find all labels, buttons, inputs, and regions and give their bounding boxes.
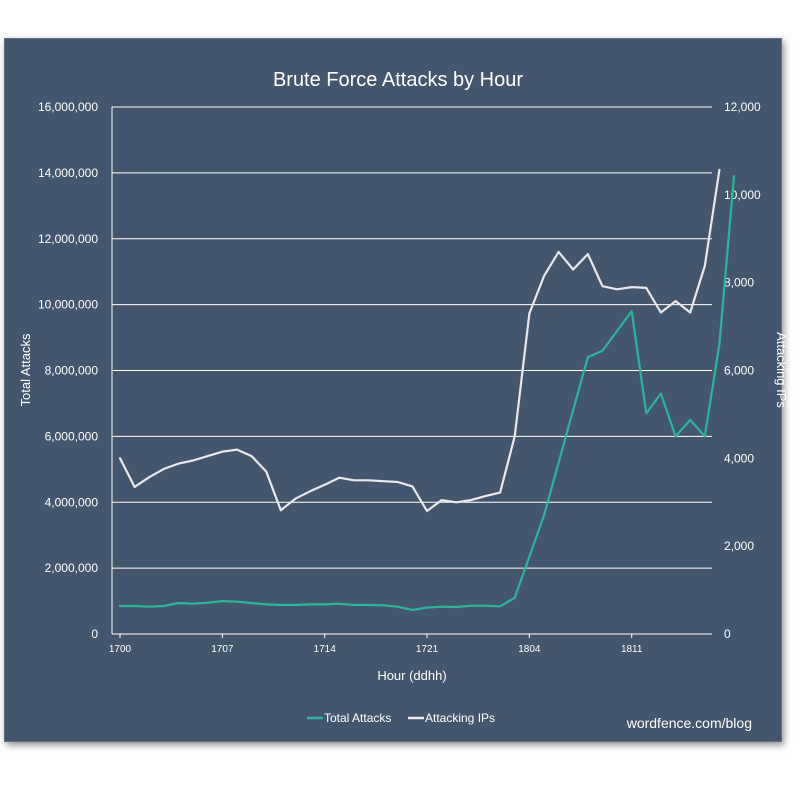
chart-panel [4, 38, 782, 742]
x-axis-ticks: 1700 1707 1714 1721 1804 1811 [109, 634, 643, 655]
right-tick-label: 8,000 [724, 276, 754, 290]
x-tick-label: 1804 [518, 644, 541, 655]
legend-label-attacking-ips: Attacking IPs [425, 711, 495, 725]
series-line-total-attacks [118, 175, 736, 612]
series-line-attacking-ips [118, 168, 721, 513]
left-tick-label: 14,000,000 [38, 166, 98, 180]
left-tick-label: 4,000,000 [45, 495, 99, 509]
left-tick-label: 6,000,000 [45, 429, 99, 443]
x-tick-label: 1811 [621, 644, 643, 655]
left-tick-label: 16,000,000 [38, 100, 98, 114]
x-tick-label: 1721 [416, 644, 439, 655]
right-tick-label: 6,000 [724, 364, 754, 378]
left-axis-label: Total Attacks [18, 333, 33, 406]
left-axis-ticks: 0 2,000,000 4,000,000 6,000,000 8,000,000 10,… [38, 100, 98, 641]
chart-title: Brute Force Attacks by Hour [273, 69, 523, 91]
left-tick-label: 8,000,000 [45, 364, 99, 378]
left-tick-label: 0 [91, 627, 98, 641]
legend-label-total-attacks: Total Attacks [324, 711, 391, 725]
right-tick-label: 12,000 [724, 100, 761, 114]
right-tick-label: 10,000 [724, 188, 761, 202]
legend: Total Attacks Attacking IPs [307, 711, 495, 725]
x-tick-label: 1707 [211, 644, 234, 655]
x-axis-label: Hour (ddhh) [377, 668, 446, 683]
right-tick-label: 4,000 [724, 451, 754, 465]
left-tick-label: 10,000,000 [38, 298, 98, 312]
series-lines [118, 168, 736, 612]
right-axis-label: Attacking IPs [774, 332, 789, 408]
gridlines [111, 106, 712, 635]
x-tick-label: 1714 [314, 644, 337, 655]
right-axis-ticks: 0 2,000 4,000 6,000 8,000 10,000 12,000 [724, 100, 761, 641]
source-note: wordfence.com/blog [626, 715, 752, 731]
left-tick-label: 2,000,000 [45, 561, 99, 575]
x-tick-label: 1700 [109, 644, 132, 655]
right-tick-label: 0 [724, 627, 731, 641]
right-tick-label: 2,000 [724, 539, 754, 553]
left-tick-label: 12,000,000 [38, 232, 98, 246]
